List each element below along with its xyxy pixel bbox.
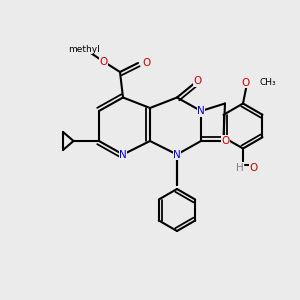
Text: N: N — [173, 149, 181, 160]
Text: O: O — [193, 76, 202, 86]
Text: O: O — [143, 58, 151, 68]
Text: O: O — [221, 136, 230, 146]
Text: N: N — [119, 149, 127, 160]
Text: O: O — [249, 163, 258, 173]
Text: H: H — [236, 163, 244, 173]
Text: N: N — [197, 106, 205, 116]
Text: methyl: methyl — [68, 45, 100, 54]
Text: O: O — [242, 77, 250, 88]
Text: CH₃: CH₃ — [260, 78, 276, 87]
Text: O: O — [99, 56, 108, 67]
